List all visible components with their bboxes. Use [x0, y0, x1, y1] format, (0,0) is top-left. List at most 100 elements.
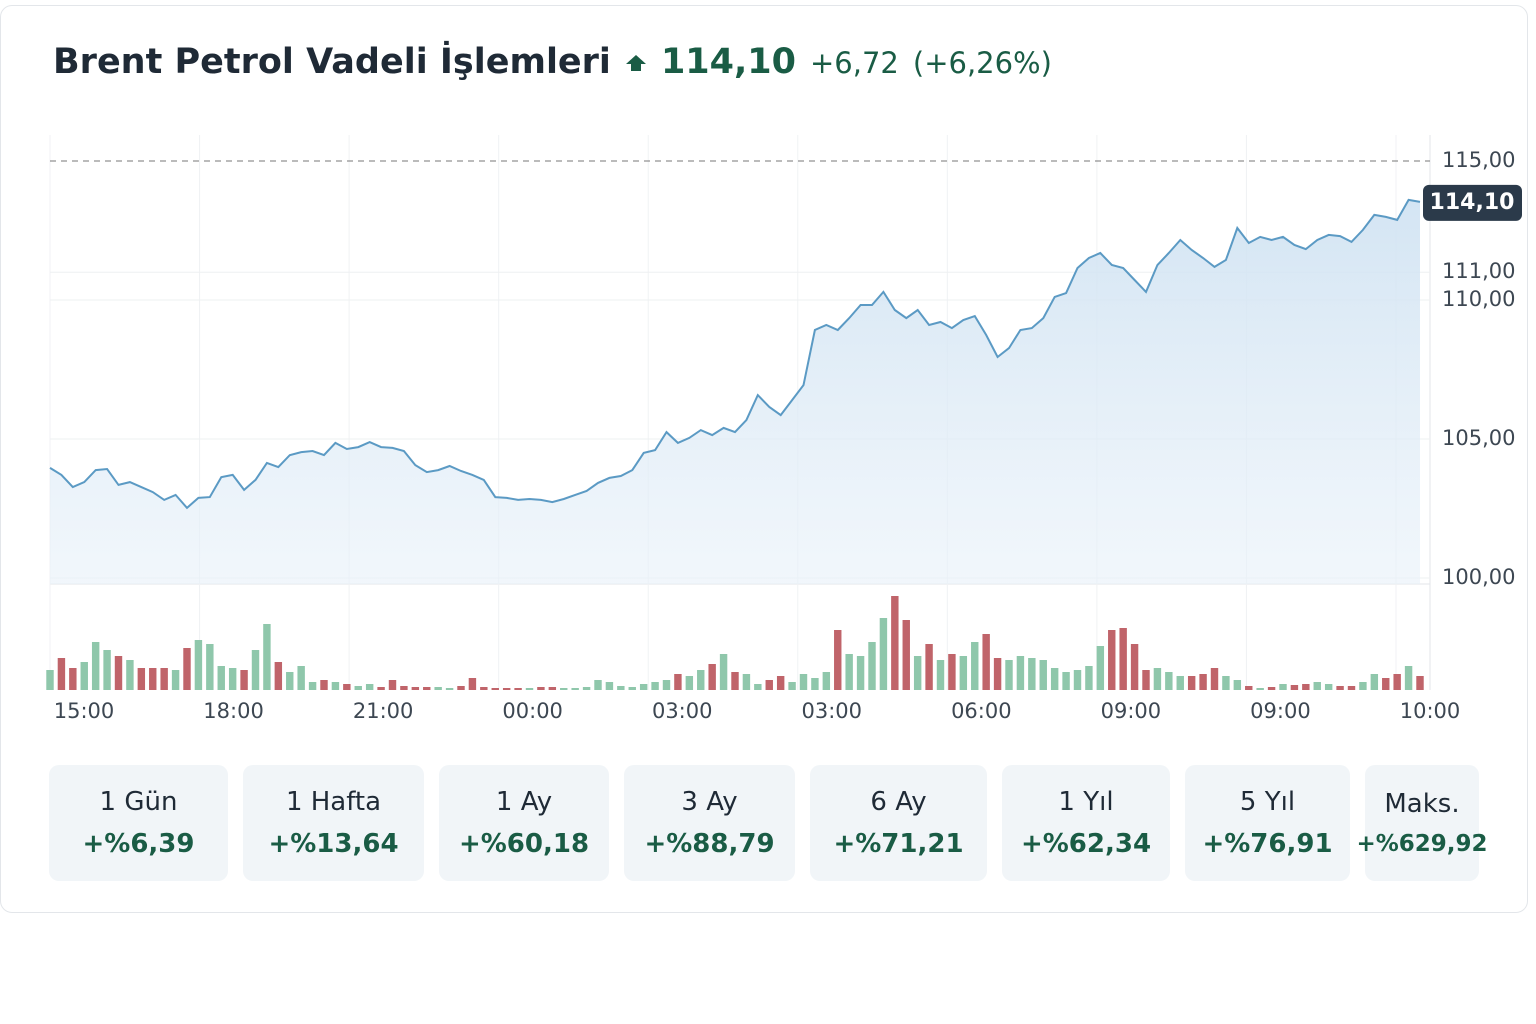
period-card[interactable]: 6 Ay +%71,21	[810, 765, 987, 881]
volume-bar	[286, 672, 294, 690]
volume-bar	[1324, 684, 1333, 690]
x-tick-label: 03:00	[652, 699, 713, 723]
volume-bar	[297, 666, 305, 690]
volume-bar	[1222, 676, 1230, 690]
volume-bar	[480, 687, 488, 690]
volume-bar	[993, 658, 1002, 690]
last-price-badge: 114,10	[1423, 184, 1522, 221]
volume-bar	[126, 660, 134, 690]
y-tick-label: 111,00	[1442, 259, 1515, 283]
volume-bar	[388, 680, 397, 690]
volume-bar	[959, 656, 968, 690]
volume-bar	[811, 678, 819, 690]
x-tick-label: 15:00	[54, 699, 115, 723]
x-tick-label: 00:00	[502, 699, 563, 723]
volume-bar	[206, 644, 214, 690]
volume-bar	[879, 618, 888, 690]
period-card[interactable]: 1 Ay +%60,18	[439, 765, 609, 881]
volume-bar	[274, 662, 283, 690]
x-tick-label: 21:00	[353, 699, 414, 723]
volume-bar	[514, 688, 522, 690]
volume-bar	[263, 624, 271, 690]
volume-bar	[1016, 656, 1025, 690]
volume-bar	[1313, 682, 1321, 690]
volume-bar	[1085, 666, 1093, 690]
x-tick-label: 09:00	[1250, 699, 1311, 723]
volume-bar	[308, 682, 317, 690]
volume-bar	[788, 682, 796, 690]
volume-bar	[708, 664, 716, 690]
volume-bar	[160, 668, 168, 690]
volume-bar	[502, 688, 511, 690]
x-tick-label: 18:00	[203, 699, 264, 723]
volume-bar	[1187, 676, 1196, 690]
period-card[interactable]: 1 Hafta +%13,64	[243, 765, 424, 881]
period-card[interactable]: 5 Yıl +%76,91	[1185, 765, 1350, 881]
volume-bar	[948, 654, 956, 690]
volume-bar	[103, 650, 111, 690]
period-card[interactable]: 1 Yıl +%62,34	[1002, 765, 1170, 881]
period-card[interactable]: 3 Ay +%88,79	[624, 765, 795, 881]
price: 114,10	[660, 42, 796, 82]
volume-bar	[320, 680, 328, 690]
volume-bar	[548, 687, 557, 690]
volume-bar	[582, 687, 591, 690]
period-label: 1 Gün	[99, 787, 178, 817]
volume-bar	[1176, 676, 1184, 690]
volume-bar	[1210, 668, 1219, 690]
period-list: 1 Gün +%6,39 1 Hafta +%13,64 1 Ay +%60,18 3 Ay…	[49, 765, 1488, 881]
volume-bar	[856, 656, 865, 690]
volume-bar	[765, 680, 773, 690]
header: Brent Petrol Vadeli İşlemleri 114,10 +6,…	[53, 42, 1052, 82]
period-card[interactable]: 1 Gün +%6,39	[49, 765, 228, 881]
volume-bar	[91, 642, 100, 690]
volume-bar	[1199, 674, 1207, 690]
volume-bar	[1404, 666, 1413, 690]
volume-bar	[468, 678, 477, 690]
price-line	[49, 198, 1421, 510]
volume-bar	[240, 670, 248, 690]
volume-bar	[434, 687, 442, 690]
chart: 15:00 18:00 21:00 00:00 03:00 03:00 06:00 09:00…	[46, 135, 1522, 723]
volume-bar	[1245, 686, 1253, 690]
volume-bar	[137, 668, 146, 690]
volume-bar	[936, 660, 945, 690]
period-card[interactable]: Maks. +%629,92	[1356, 765, 1488, 881]
period-change: +%13,64	[268, 829, 399, 859]
period-change: +%88,79	[644, 829, 775, 859]
volume-bar	[1359, 682, 1367, 690]
volume-bar	[1142, 670, 1150, 690]
title: Brent Petrol Vadeli İşlemleri	[53, 42, 611, 82]
volume-bar	[628, 687, 636, 690]
volume-bar	[423, 687, 431, 690]
volume-bar	[331, 682, 340, 690]
volume-bar	[445, 688, 454, 690]
period-label: 1 Yıl	[1058, 787, 1114, 817]
volume-bar	[891, 596, 899, 690]
volume-bar	[457, 686, 465, 690]
change: +6,72	[810, 46, 899, 80]
period-change: +%76,91	[1202, 829, 1333, 859]
volume-bar	[754, 684, 762, 690]
volume-bar	[217, 666, 225, 690]
volume-bar	[377, 687, 385, 690]
volume-bar	[1039, 660, 1047, 690]
volume-bar	[1336, 686, 1344, 690]
volume-bar	[1096, 646, 1105, 690]
period-label: Maks.	[1384, 789, 1460, 819]
volume-bar	[1073, 670, 1082, 690]
period-change: +%71,21	[833, 829, 964, 859]
period-change: +%60,18	[458, 829, 590, 859]
volume-bar	[537, 687, 545, 690]
x-tick-label: 03:00	[802, 699, 863, 723]
volume-bar	[1233, 680, 1242, 690]
volume-bar	[365, 684, 374, 690]
volume-bar	[697, 670, 705, 690]
period-label: 5 Yıl	[1239, 787, 1296, 817]
volume-bar	[571, 688, 579, 690]
volume-bar	[651, 682, 659, 690]
period-label: 1 Ay	[495, 787, 553, 817]
period-change: +%629,92	[1356, 831, 1488, 857]
volume-bar	[845, 654, 853, 690]
volume-bar	[183, 648, 191, 690]
